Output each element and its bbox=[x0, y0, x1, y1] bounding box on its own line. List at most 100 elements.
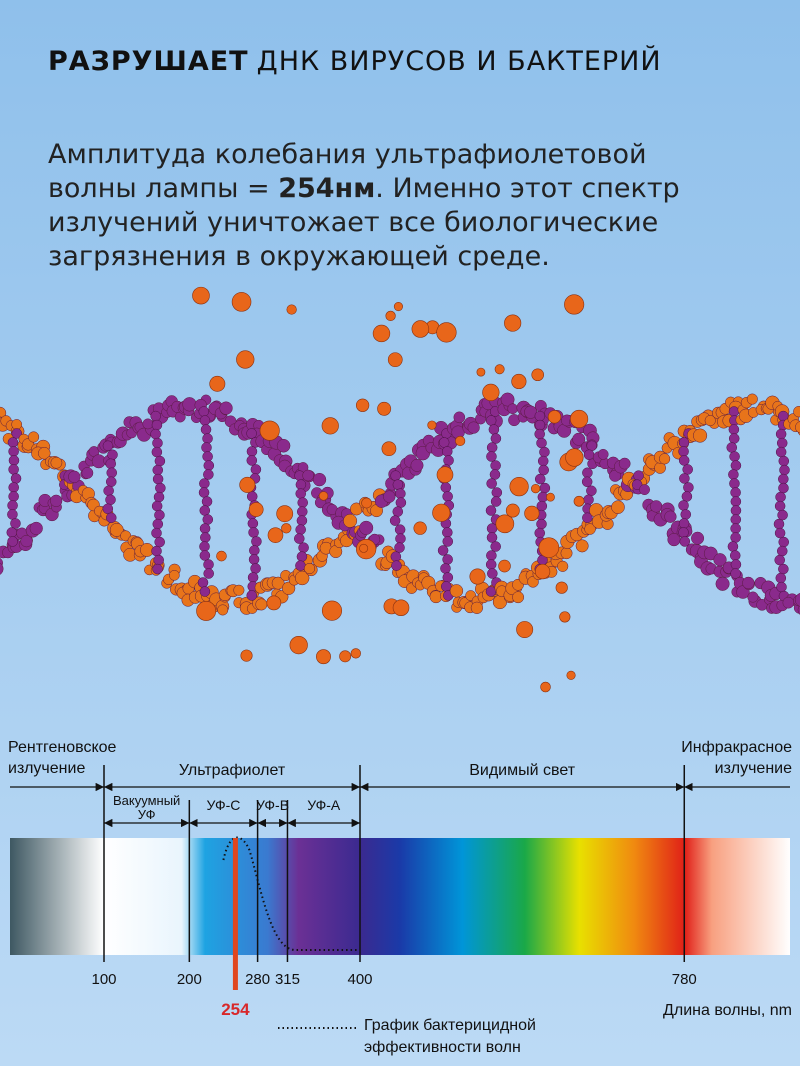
tick-label: 280 bbox=[245, 971, 270, 988]
dna-bead bbox=[704, 415, 716, 427]
dna-bead bbox=[507, 403, 518, 415]
dna-particle bbox=[531, 484, 541, 494]
dna-bead bbox=[467, 421, 480, 434]
dna-bead bbox=[442, 536, 454, 547]
region-label: Вакуумный bbox=[113, 793, 180, 808]
dna-bead bbox=[410, 458, 424, 472]
dna-bead bbox=[8, 455, 20, 466]
dna-bead bbox=[199, 586, 211, 597]
dna-particle bbox=[469, 568, 486, 585]
description: Амплитуда колебания ультрафиолетовой вол… bbox=[48, 139, 680, 272]
dna-bead bbox=[276, 438, 291, 453]
dna-bead bbox=[491, 487, 503, 498]
dna-bead bbox=[490, 541, 501, 552]
dna-bead bbox=[729, 550, 741, 561]
dna-bead bbox=[490, 433, 502, 444]
dna-bead bbox=[251, 536, 262, 547]
dna-bead bbox=[202, 514, 214, 525]
dna-bead bbox=[742, 576, 755, 590]
dna-particle bbox=[339, 650, 352, 663]
dna-bead bbox=[203, 469, 214, 480]
dna-particle bbox=[385, 310, 396, 322]
description-line: загрязнения в окружающей среде. bbox=[48, 241, 550, 272]
dna-bead bbox=[7, 536, 18, 547]
dna-particle bbox=[316, 649, 331, 665]
dna-particle bbox=[436, 322, 457, 343]
spectrum-bar bbox=[10, 838, 790, 955]
dna-bead bbox=[485, 505, 497, 516]
dna-bead bbox=[198, 487, 210, 498]
dna-bead bbox=[199, 523, 211, 534]
dna-bead bbox=[534, 419, 546, 431]
dna-bead bbox=[359, 520, 374, 535]
dna-bead bbox=[683, 482, 694, 493]
dna-bead bbox=[730, 523, 741, 534]
dna-bead bbox=[691, 531, 705, 545]
dna-bead bbox=[730, 514, 742, 525]
dna-particle bbox=[355, 398, 370, 412]
dna-bead bbox=[169, 570, 180, 581]
dna-bead bbox=[678, 518, 690, 529]
dna-bead bbox=[8, 482, 19, 493]
dna-bead bbox=[395, 497, 407, 508]
dna-bead bbox=[154, 509, 165, 521]
dna-bead bbox=[778, 473, 789, 485]
text: волны лампы = bbox=[48, 173, 278, 204]
dna-bead bbox=[583, 449, 595, 461]
dna-bead bbox=[659, 453, 671, 465]
title-bold: РАЗРУШАЕТ bbox=[48, 46, 249, 77]
region-label: Инфракрасное bbox=[681, 739, 792, 756]
dna-bead bbox=[151, 446, 163, 458]
dna-particle bbox=[570, 409, 589, 429]
dna-bead bbox=[534, 410, 546, 422]
dna-bead bbox=[219, 401, 233, 415]
dna-bead bbox=[153, 491, 165, 503]
dna-bead bbox=[10, 518, 21, 529]
dna-particle bbox=[498, 559, 511, 573]
tick-label: 780 bbox=[672, 971, 697, 988]
dna-bead bbox=[778, 563, 789, 575]
dna-particle bbox=[516, 621, 534, 639]
dna-bead bbox=[304, 562, 316, 575]
dna-particle bbox=[192, 286, 210, 305]
dna-bead bbox=[490, 460, 501, 471]
spectrum-diagram: 100 200 280 315 400 780 Рентгеновское излучение… bbox=[8, 739, 792, 1056]
dna-bead bbox=[201, 442, 212, 453]
dna-particle bbox=[432, 503, 451, 522]
dna-bead bbox=[679, 473, 690, 484]
dna-bead bbox=[107, 449, 118, 461]
dna-bead bbox=[7, 509, 18, 520]
dna-bead bbox=[8, 446, 19, 457]
dna-bead bbox=[775, 446, 787, 458]
dna-bead bbox=[664, 510, 677, 523]
dna-bead bbox=[250, 563, 261, 574]
dna-particle bbox=[455, 435, 466, 447]
dna-particle bbox=[361, 497, 372, 509]
dna-bead bbox=[271, 576, 285, 590]
text: . Именно этот спектр bbox=[375, 173, 679, 204]
dna-bead bbox=[486, 451, 497, 462]
dna-particle bbox=[495, 514, 515, 534]
dna-bead bbox=[182, 397, 197, 412]
dna-bead bbox=[390, 551, 402, 562]
dna-bead bbox=[489, 469, 501, 480]
dna-bead bbox=[199, 415, 211, 426]
dna-particle bbox=[240, 649, 253, 662]
dna-bead bbox=[105, 476, 117, 488]
dna-bead bbox=[295, 479, 307, 490]
dna-bead bbox=[248, 527, 259, 538]
dna-bead bbox=[575, 539, 589, 553]
description-line: излучений уничтожает все биологические bbox=[48, 207, 658, 238]
dna-bead bbox=[730, 487, 741, 498]
dna-particle bbox=[318, 491, 329, 501]
dna-bead bbox=[681, 491, 693, 502]
dna-particle bbox=[504, 314, 522, 332]
dna-bead bbox=[11, 428, 22, 439]
dna-bead bbox=[152, 437, 163, 449]
dna-particle bbox=[248, 502, 264, 517]
dna-bead bbox=[109, 523, 124, 537]
dna-bead bbox=[584, 523, 596, 535]
dna-bead bbox=[392, 479, 404, 490]
dna-bead bbox=[631, 479, 643, 490]
